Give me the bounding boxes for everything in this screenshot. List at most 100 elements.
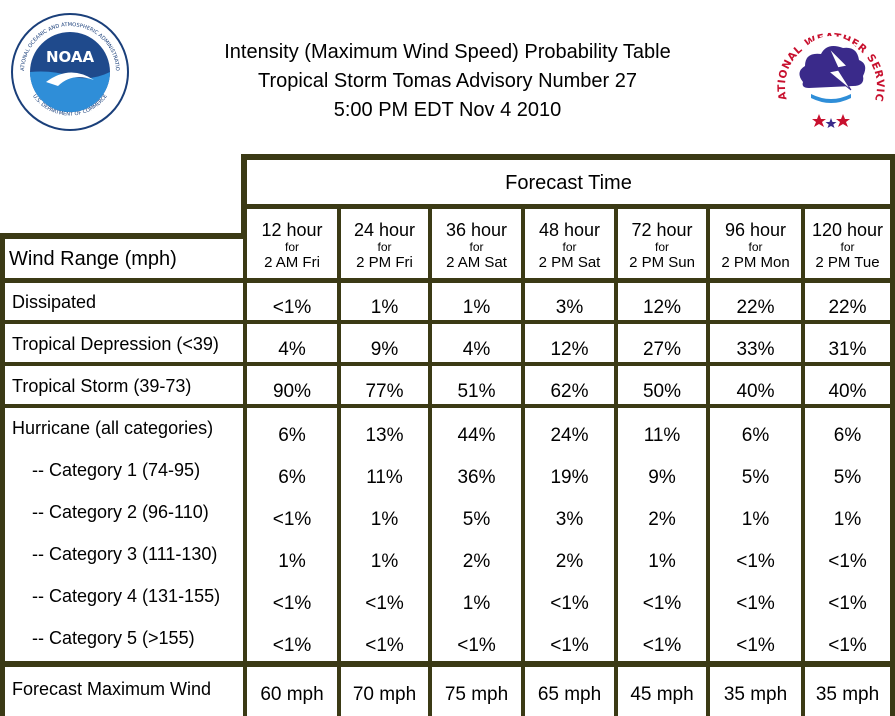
table-column-cells: 44% 36% 5% 2% 1% <1% [432, 408, 521, 661]
cell-value: 6% [833, 425, 862, 446]
row-label-text: Forecast Maximum Wind [12, 679, 212, 699]
row-label-tropical-depression: Tropical Depression (<39) [5, 324, 243, 362]
cell-value: 5% [833, 467, 862, 488]
cell-value: 9% [370, 339, 399, 360]
table-cell: 35 mph [805, 667, 890, 716]
cell-value: 35 mph [815, 684, 880, 705]
cell-value: <1% [272, 509, 312, 530]
table-cell: 1% [341, 283, 428, 320]
table-column-cells: 6% 5% 1% <1% <1% <1% [805, 408, 890, 661]
cell-value: 1% [648, 551, 676, 572]
column-for: for [562, 240, 577, 254]
table-cell: 22% [710, 283, 801, 320]
wind-range-header: Wind Range (mph) [5, 239, 243, 278]
cell-value: 1% [370, 509, 399, 530]
cell-value: 11% [366, 467, 403, 488]
column-for: for [840, 240, 855, 254]
column-hour: 120 hour [811, 220, 884, 240]
title-line-3: 5:00 PM EDT Nov 4 2010 [333, 99, 562, 121]
wind-range-label: Wind Range (mph) [9, 248, 177, 270]
cell-value: 5% [741, 467, 770, 488]
cell-value: <1% [550, 593, 589, 614]
cell-value: <1% [642, 635, 682, 656]
row-label-category-2: -- Category 2 (96-110) [32, 502, 209, 522]
cell-value: 70 mph [352, 684, 417, 705]
column-header-48: 48 hour for 2 PM Sat [525, 209, 614, 278]
noaa-logo: NATIONAL OCEANIC AND ATMOSPHERIC ADMINIS… [10, 12, 129, 131]
column-date: 2 PM Mon [721, 254, 790, 271]
cell-value: 11% [643, 425, 681, 446]
cell-value: <1% [365, 635, 404, 656]
noaa-wordmark: NOAA [46, 48, 95, 66]
cell-value: <1% [550, 635, 589, 656]
cell-value: 19% [550, 467, 589, 488]
table-cell: 22% [805, 283, 890, 320]
column-for: for [284, 240, 299, 254]
table-cell: 12% [525, 324, 614, 362]
cell-value: 75 mph [444, 684, 509, 705]
table-cell: 3% [525, 283, 614, 320]
cell-value: 12% [550, 339, 589, 360]
column-header-12: 12 hour for 2 AM Fri [247, 209, 337, 278]
column-hour: 96 hour [724, 220, 787, 240]
column-date: 2 PM Sat [538, 254, 601, 271]
table-cell: 77% [341, 366, 428, 404]
column-header-96: 96 hour for 2 PM Mon [710, 209, 801, 278]
cell-value: 13% [365, 425, 404, 446]
column-hour: 36 hour [445, 220, 508, 240]
cell-value: 90% [272, 381, 312, 402]
cell-value: 44% [457, 425, 496, 446]
cell-value: 40% [828, 381, 867, 402]
column-header-72: 72 hour for 2 PM Sun [618, 209, 706, 278]
column-header-120: 120 hour for 2 PM Tue [805, 209, 890, 278]
column-date: 2 AM Fri [264, 254, 320, 271]
cell-value: 1% [462, 297, 491, 318]
table-column-cells: 11% 9% 2% 1% <1% <1% [618, 408, 706, 661]
table-cell: 40% [710, 366, 801, 404]
column-date: 2 AM Sat [446, 254, 507, 271]
cell-value: <1% [828, 635, 867, 656]
cell-value: <1% [736, 551, 775, 572]
table-cell: 70 mph [341, 667, 428, 716]
column-header-24: 24 hour for 2 PM Fri [341, 209, 428, 278]
table-cell: 90% [247, 366, 337, 404]
table-column-cells: 13% 11% 1% 1% <1% <1% [341, 408, 428, 661]
cell-value: 2% [648, 509, 676, 530]
cell-value: 1% [370, 551, 399, 572]
cell-value: 3% [555, 297, 584, 318]
row-label-tropical-storm: Tropical Storm (39-73) [5, 366, 243, 404]
row-label-category-3: -- Category 3 (111-130) [32, 544, 218, 564]
table-cell: 1% [432, 283, 521, 320]
row-label-category-1: -- Category 1 (74-95) [32, 460, 201, 480]
row-label-forecast-max-wind: Forecast Maximum Wind [5, 667, 243, 716]
column-for: for [469, 240, 484, 254]
cell-value: 3% [555, 509, 584, 530]
cell-value: 22% [828, 297, 867, 318]
cell-value: 65 mph [537, 684, 602, 705]
cell-value: 1% [370, 297, 399, 318]
cell-value: 1% [833, 509, 862, 530]
table-cell: 50% [618, 366, 706, 404]
title-line-1: Intensity (Maximum Wind Speed) Probabili… [224, 41, 671, 63]
cell-value: 1% [741, 509, 770, 530]
cell-value: 45 mph [630, 684, 694, 705]
cell-value: 36% [457, 467, 496, 488]
column-for: for [654, 240, 669, 254]
cell-value: 50% [642, 381, 682, 402]
table-cell: 51% [432, 366, 521, 404]
cell-value: 31% [828, 339, 867, 360]
column-hour: 72 hour [631, 220, 693, 240]
row-label-category-4: -- Category 4 (131-155) [32, 586, 221, 606]
cell-value: 33% [736, 339, 775, 360]
cell-value: 40% [736, 381, 775, 402]
cell-value: <1% [272, 593, 312, 614]
column-hour: 24 hour [353, 220, 416, 240]
table-cell: <1% [247, 283, 337, 320]
cell-value: 6% [741, 425, 770, 446]
cell-value: <1% [828, 551, 867, 572]
cell-value: 77% [365, 381, 404, 402]
column-date: 2 PM Sun [629, 254, 695, 271]
table-cell: 27% [618, 324, 706, 362]
table-cell: 75 mph [432, 667, 521, 716]
row-label-category-5: -- Category 5 (>155) [32, 628, 195, 648]
